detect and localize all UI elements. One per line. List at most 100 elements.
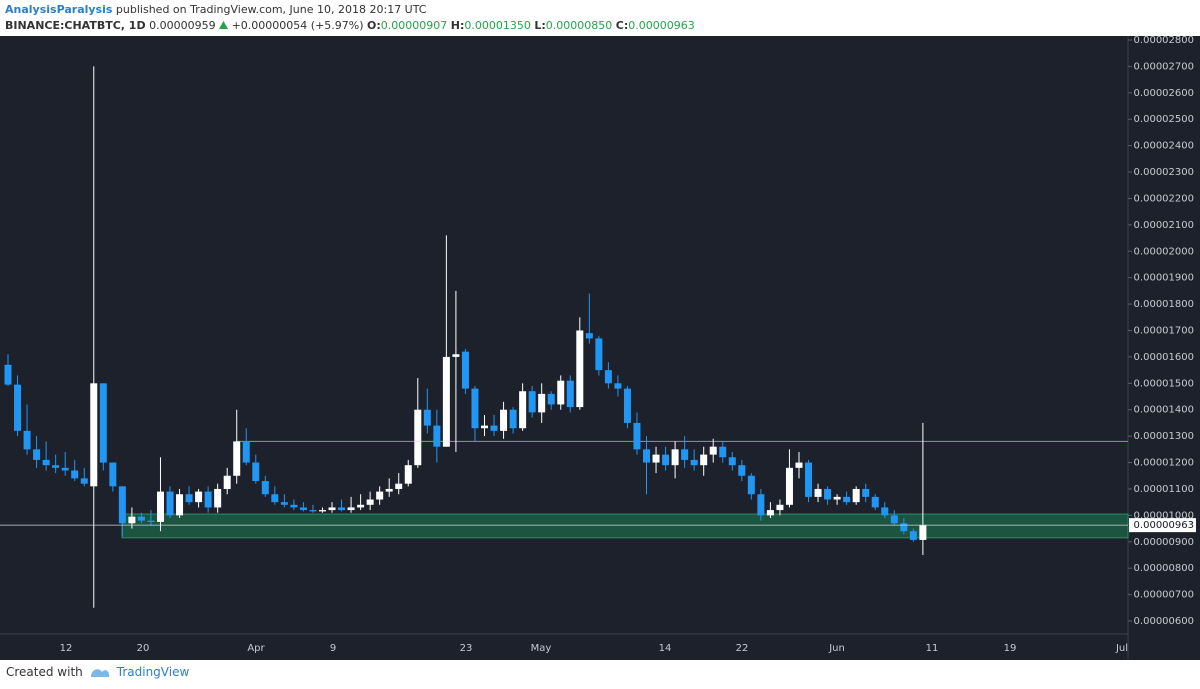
- logo: [90, 669, 109, 677]
- candle-body: [890, 515, 898, 524]
- candle-body: [881, 507, 889, 516]
- candle-body: [909, 531, 917, 540]
- y-tick-label: 0.00002400: [1134, 141, 1194, 152]
- candle-body: [681, 449, 689, 460]
- candle-body: [118, 486, 126, 524]
- candle-body: [500, 409, 508, 431]
- candle-body: [42, 459, 50, 466]
- candle-body: [80, 478, 88, 484]
- candle-body: [214, 488, 222, 508]
- candle-body: [643, 449, 651, 463]
- candle-body: [309, 510, 317, 512]
- candle-body: [843, 496, 851, 503]
- candle-body: [538, 393, 546, 413]
- candle-body: [757, 494, 765, 516]
- y-tick-label: 0.00001700: [1134, 326, 1194, 337]
- y-tick-label: 0.00000800: [1134, 563, 1194, 574]
- candle-body: [557, 380, 565, 405]
- candle-body: [766, 510, 774, 516]
- candle-body: [290, 504, 298, 508]
- candle-body: [385, 488, 393, 492]
- high-value: 0.00001350: [464, 19, 531, 32]
- candle-body: [585, 333, 593, 339]
- y-tick-label: 0.00001900: [1134, 273, 1194, 284]
- candle-body: [185, 494, 193, 503]
- header: AnalysisParalysis published on TradingVi…: [5, 2, 695, 34]
- candle-body: [614, 383, 622, 389]
- close-value: 0.00000963: [628, 19, 695, 32]
- candle-body: [805, 462, 813, 497]
- candle-body: [128, 516, 136, 524]
- candle-body: [785, 467, 793, 505]
- y-tick-label: 0.00001400: [1134, 405, 1194, 416]
- x-tick-label: 22: [736, 643, 749, 654]
- candle-body: [719, 446, 727, 458]
- y-tick-label: 0.00000600: [1134, 616, 1194, 627]
- candle-body: [442, 356, 450, 447]
- candle-body: [147, 520, 155, 522]
- candle-body: [338, 507, 346, 511]
- candle-body: [871, 496, 879, 508]
- y-tick-label: 0.00002600: [1134, 88, 1194, 99]
- open-value: 0.00000907: [380, 19, 448, 32]
- candle-body: [223, 475, 231, 489]
- candle-body: [61, 467, 69, 471]
- close-label: C:: [615, 19, 629, 32]
- y-tick-label: 0.00002300: [1134, 167, 1194, 178]
- y-tick-label: 0.00002700: [1134, 61, 1194, 72]
- candle-body: [166, 491, 174, 516]
- candle-body: [576, 330, 584, 408]
- candle-body: [204, 491, 212, 508]
- candle-body: [709, 446, 717, 455]
- candle-body: [824, 488, 832, 500]
- candle-body: [862, 488, 870, 497]
- low-value: 0.00000850: [545, 19, 613, 32]
- high-label: H:: [450, 19, 465, 32]
- y-tick-label: 0.00000900: [1134, 537, 1194, 548]
- brand[interactable]: TradingView: [116, 665, 190, 679]
- candle-body: [280, 502, 288, 505]
- candle-body: [176, 494, 184, 516]
- y-tick-label: 0.00000700: [1134, 590, 1194, 601]
- y-tick-label: 0.00001300: [1134, 431, 1194, 442]
- candle-body: [33, 449, 41, 460]
- y-tick-label: 0.00002800: [1134, 35, 1194, 46]
- candle-body: [471, 388, 479, 429]
- x-tick-label: Jul: [1115, 643, 1128, 654]
- candle-body: [357, 504, 365, 508]
- last-price: 0.00000959: [149, 19, 216, 32]
- x-tick-label: 14: [659, 643, 672, 654]
- candle-body: [347, 507, 355, 511]
- candle-body: [271, 494, 279, 503]
- candle-body: [376, 491, 384, 500]
- candle-body: [461, 351, 469, 389]
- candle-body: [233, 441, 241, 476]
- candle-body: [71, 470, 79, 479]
- candle-body: [261, 481, 269, 495]
- y-tick-label: 0.00002100: [1134, 220, 1194, 231]
- candle-body: [662, 454, 670, 466]
- candle-body: [747, 475, 755, 495]
- candle-body: [604, 370, 612, 384]
- candle-body: [4, 364, 12, 385]
- candle-body: [52, 465, 60, 468]
- candle-body: [700, 454, 708, 466]
- candle-body: [852, 488, 860, 503]
- candle-body: [242, 441, 250, 463]
- candle-body: [195, 491, 203, 503]
- candle-body: [318, 510, 326, 512]
- candle-body: [414, 409, 422, 466]
- y-tick-label: 0.00001200: [1134, 458, 1194, 469]
- price-label: 0.00000963: [1134, 520, 1194, 531]
- author[interactable]: AnalysisParalysis: [5, 3, 113, 16]
- candle-body: [671, 449, 679, 466]
- candle-body: [652, 454, 660, 463]
- candle-body: [137, 516, 145, 521]
- candle-body: [433, 425, 441, 447]
- candle-body: [366, 499, 374, 505]
- candle-body: [795, 462, 803, 468]
- candle-body: [90, 383, 98, 487]
- candle-body: [519, 391, 527, 429]
- candle-body: [109, 462, 117, 487]
